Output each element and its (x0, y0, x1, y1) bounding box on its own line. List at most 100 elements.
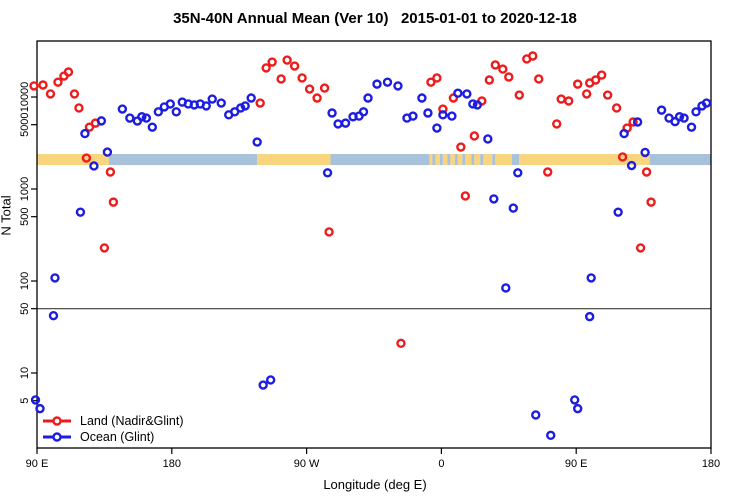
data-point (447, 111, 457, 121)
data-point (147, 122, 158, 132)
data-point (501, 283, 511, 293)
data-point (602, 90, 613, 100)
data-point (207, 94, 217, 104)
data-point (327, 108, 337, 118)
surface-band-segment-land (474, 154, 481, 166)
data-point (372, 79, 382, 89)
data-point (586, 273, 596, 283)
data-point (312, 93, 322, 103)
surface-band-segment-land (442, 154, 448, 166)
data-point (556, 94, 566, 104)
y-tick-label: 500 (19, 208, 31, 226)
data-point (171, 107, 181, 117)
data-point (165, 99, 176, 109)
legend-entry-land: Land (Nadir&Glint) (42, 413, 184, 429)
data-point (81, 153, 92, 163)
data-point (546, 430, 556, 441)
data-point (396, 338, 406, 349)
data-point (460, 191, 471, 201)
surface-band-segment-land (495, 154, 512, 166)
legend-label-land: Land (Nadir&Glint) (80, 414, 184, 428)
y-axis-label: N Total (0, 195, 14, 236)
legend-entry-ocean: Ocean (Glint) (42, 429, 184, 445)
data-point (297, 73, 307, 83)
data-point (96, 116, 107, 126)
data-point (611, 103, 622, 113)
data-point (246, 93, 256, 103)
data-point (108, 197, 119, 207)
x-tick-label: 0 (438, 458, 444, 470)
data-point (105, 167, 116, 177)
data-point (235, 103, 246, 113)
data-point (393, 81, 403, 91)
y-tick-label: 1000 (19, 177, 31, 201)
x-axis-label: Longitude (deg E) (323, 477, 427, 492)
data-point (508, 203, 518, 213)
data-point (570, 395, 580, 405)
data-point (483, 134, 493, 144)
data-point (382, 77, 393, 87)
data-point (282, 55, 292, 65)
data-point (686, 122, 697, 132)
data-point (617, 152, 628, 162)
data-point (324, 227, 334, 237)
surface-band-segment-ocean (330, 154, 430, 166)
surface-band-segment-land (37, 154, 109, 166)
legend: Land (Nadir&Glint) Ocean (Glint) (42, 413, 184, 445)
legend-land-symbol-icon (43, 416, 71, 426)
surface-band-segment-ocean (432, 154, 436, 166)
data-point (261, 63, 271, 73)
data-point (504, 72, 514, 82)
data-point (626, 160, 637, 171)
data-point (628, 117, 638, 127)
data-point (564, 96, 574, 106)
x-tick-label: 180 (702, 458, 720, 470)
data-point (50, 273, 60, 283)
surface-band-segment-land (483, 154, 493, 166)
data-point (137, 112, 147, 122)
data-point (255, 98, 265, 108)
data-point (489, 194, 499, 204)
data-point (456, 142, 466, 152)
data-point (453, 88, 463, 98)
data-point (432, 73, 442, 83)
data-point (29, 81, 39, 91)
data-point (30, 395, 41, 405)
legend-label-ocean: Ocean (Glint) (80, 430, 155, 444)
x-tick-label: 90 W (294, 458, 320, 470)
data-point (363, 93, 373, 103)
plot-border (36, 40, 712, 449)
surface-band-segment-ocean (649, 154, 711, 166)
surface-band-segment-ocean (511, 154, 520, 166)
surface-band-segment-land (457, 154, 463, 166)
data-point (340, 118, 351, 128)
y-tick-label: 50 (19, 303, 31, 315)
surface-band-segment-ocean (447, 154, 451, 166)
data-point (423, 108, 433, 118)
data-point (572, 79, 583, 89)
surface-band-segment-ocean (439, 154, 443, 166)
data-point (417, 93, 427, 103)
data-point (319, 83, 330, 93)
data-point (84, 122, 95, 132)
surface-band-segment-land (257, 154, 331, 166)
data-point (613, 207, 623, 217)
data-point (80, 128, 90, 139)
x-tick-label: 90 E (565, 458, 588, 470)
legend-ocean-symbol-icon (43, 432, 71, 442)
data-point (514, 90, 524, 100)
data-point (74, 103, 84, 113)
data-point (462, 89, 472, 99)
y-tick-label: 5 (19, 398, 31, 404)
data-point (258, 380, 268, 390)
data-point (333, 119, 343, 129)
data-point (438, 110, 448, 120)
data-point (543, 167, 553, 177)
data-point (69, 89, 80, 99)
surface-band-segment-ocean (462, 154, 466, 166)
data-point (632, 117, 643, 127)
surface-band-segment-land (450, 154, 455, 166)
y-tick-label: 5000 (19, 112, 31, 136)
data-point (584, 311, 595, 322)
x-tick-label: 90 E (26, 458, 49, 470)
